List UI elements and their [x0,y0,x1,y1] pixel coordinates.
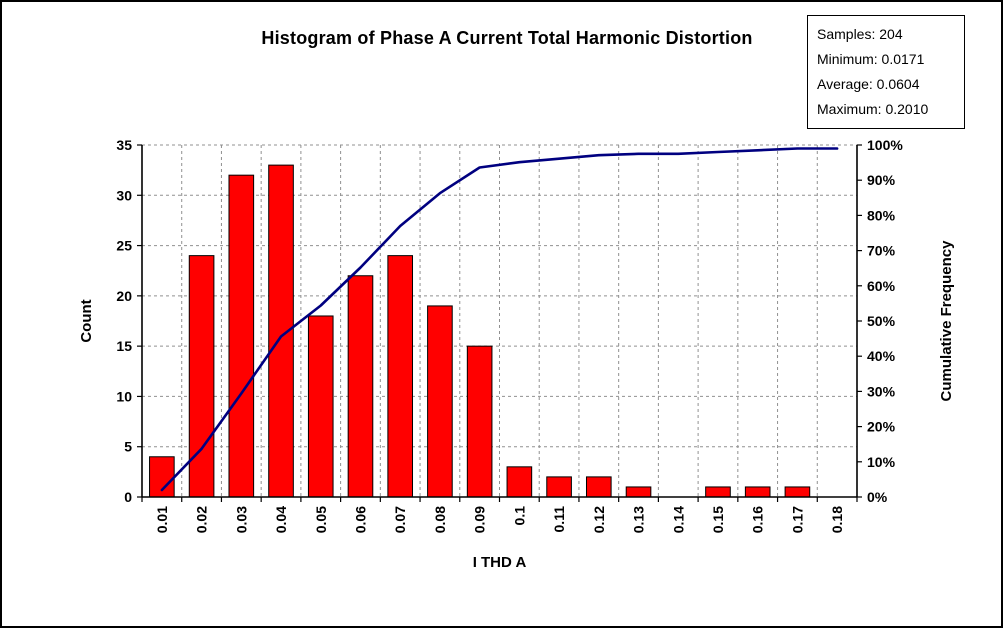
right-axis-tick-label: 10% [867,454,896,470]
right-axis-tick-label: 60% [867,278,896,294]
stat-minimum: Minimum: 0.0171 [817,51,925,67]
histogram-bar [387,255,414,498]
right-axis-title: Cumulative Frequency [938,240,955,402]
histogram-bar [625,486,652,498]
histogram-bar [347,275,374,498]
histogram-bar [188,255,215,498]
x-axis-tick-label: 0.17 [789,506,805,533]
left-axis-tick-label: 10 [116,388,132,404]
histogram-bar [546,476,572,498]
histogram-bar [228,174,255,498]
left-axis-tick-label: 35 [116,137,132,153]
x-axis-tick-label: 0.14 [670,506,686,533]
right-axis-tick-label: 20% [867,419,896,435]
left-axis-tick-label: 15 [116,338,132,354]
x-axis-tick-label: 0.11 [551,506,567,533]
histogram-bar [705,486,731,498]
histogram-bar [585,476,612,498]
x-axis-tick-label: 0.1 [511,506,527,526]
stat-samples: Samples: 204 [817,26,903,42]
histogram-bar [744,486,771,498]
right-axis-tick-label: 70% [867,243,896,259]
histogram-bar [466,345,493,498]
stat-maximum: Maximum: 0.2010 [817,101,929,117]
x-axis-tick-label: 0.04 [273,506,289,533]
x-axis-tick-label: 0.09 [472,506,488,533]
histogram-bar [506,466,533,498]
right-axis-tick-label: 90% [867,172,896,188]
stat-average: Average: 0.0604 [817,76,920,92]
histogram-bar [784,486,811,498]
stats-box: Samples: 204 Minimum: 0.0171 Average: 0.… [807,15,965,129]
chart-title: Histogram of Phase A Current Total Harmo… [261,28,753,48]
x-axis-tick-label: 0.01 [154,506,170,533]
right-axis-tick-label: 30% [867,383,896,399]
left-axis-tick-label: 25 [116,238,132,254]
x-axis-tick-label: 0.06 [352,506,368,533]
right-axis-tick-label: 80% [867,207,896,223]
x-axis-tick-label: 0.03 [233,506,249,533]
left-axis-title: Count [78,299,95,342]
left-axis-tick-label: 5 [124,439,132,455]
x-axis-tick-label: 0.15 [710,506,726,533]
histogram-bar [427,305,453,498]
histogram-bar [307,315,334,498]
left-axis-tick-label: 30 [116,187,132,203]
right-axis-tick-label: 0% [867,489,888,505]
left-axis-tick-label: 0 [124,489,132,505]
right-axis-tick-label: 50% [867,313,896,329]
x-axis-tick-label: 0.02 [194,506,210,533]
x-axis-tick-label: 0.16 [750,506,766,533]
x-axis-tick-label: 0.12 [591,506,607,533]
x-axis-tick-label: 0.05 [313,506,329,533]
left-axis-tick-label: 20 [116,288,132,304]
right-axis-tick-label: 100% [867,137,903,153]
x-axis-title: I THD A [473,554,527,571]
x-axis-tick-label: 0.08 [432,506,448,533]
x-axis-tick-label: 0.13 [631,506,647,533]
x-axis-tick-label: 0.07 [392,506,408,533]
right-axis-tick-label: 40% [867,348,896,364]
cumulative-frequency-line [160,147,839,492]
x-axis-tick-label: 0.18 [829,506,845,533]
